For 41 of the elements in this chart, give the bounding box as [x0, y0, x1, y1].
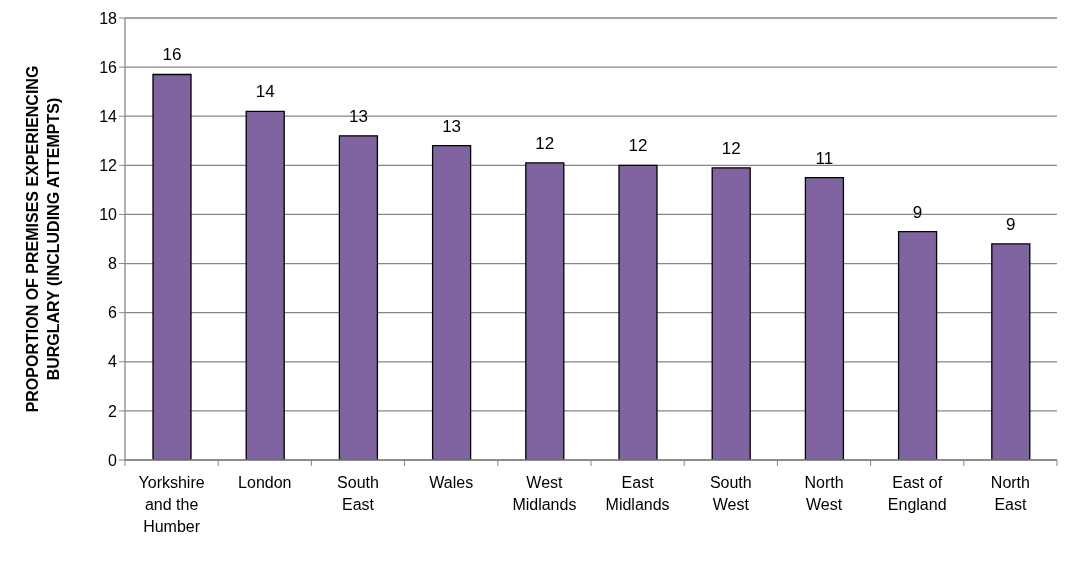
- x-tick-label: North East: [990, 474, 1030, 513]
- data-label: 13: [442, 116, 462, 136]
- y-axis-title: PROPORTION OF PREMISES EXPERIENCING BURGLARY (INCLUDING ATTEMPTS): [23, 65, 61, 413]
- bar: [338, 135, 379, 460]
- data-label: 11: [815, 148, 834, 168]
- data-label: 14: [255, 82, 275, 102]
- x-tick-label: London: [238, 474, 292, 491]
- data-label: 16: [162, 45, 182, 65]
- bar: [991, 243, 1031, 460]
- y-tick-label: 16: [99, 58, 118, 76]
- y-tick-label: 14: [99, 107, 118, 125]
- y-tick-label: 6: [108, 304, 118, 322]
- y-tick-label: 10: [99, 206, 118, 224]
- x-tick-label: North West: [804, 474, 844, 513]
- data-label: 12: [628, 136, 648, 156]
- data-label: 12: [721, 138, 741, 158]
- bar: [152, 73, 192, 460]
- bar: [897, 230, 938, 460]
- y-tick-label: 8: [108, 255, 118, 273]
- bar: [245, 110, 285, 460]
- data-label: 13: [348, 106, 368, 126]
- x-tick-label: East Midlands: [605, 474, 670, 513]
- x-tick-label: West Midlands: [512, 474, 577, 513]
- bar: [525, 162, 565, 460]
- y-tick-label: 4: [108, 353, 118, 371]
- x-tick-label: Yorkshire and the Humber: [138, 474, 205, 535]
- y-tick-label: 12: [99, 157, 118, 175]
- x-tick-label: Wales: [429, 474, 474, 491]
- bar: [431, 145, 472, 460]
- y-tick-label: 18: [99, 9, 118, 27]
- data-label: 9: [1006, 214, 1016, 234]
- x-tick-label: South West: [709, 474, 752, 513]
- x-tick-label: South East: [337, 474, 379, 513]
- bar: [711, 167, 751, 460]
- data-label: 12: [535, 133, 555, 153]
- bar: [804, 176, 845, 460]
- data-label: 9: [912, 202, 923, 222]
- x-tick-label: East of England: [887, 474, 947, 513]
- y-tick-label: 0: [108, 451, 118, 469]
- bar: [618, 164, 658, 460]
- y-tick-label: 2: [108, 402, 118, 420]
